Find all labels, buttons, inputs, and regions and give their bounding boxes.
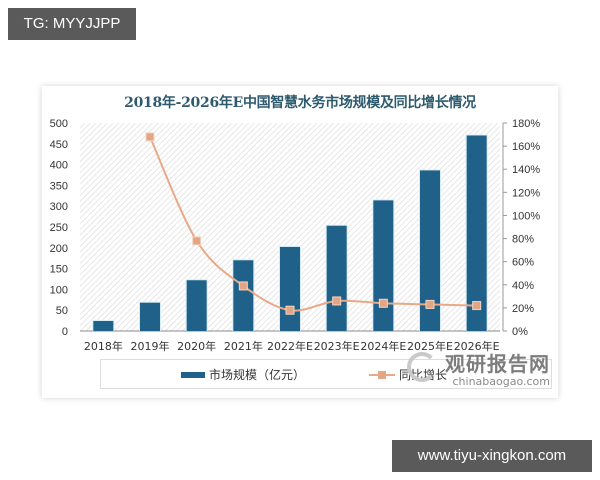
y2-tick-label: 80% xyxy=(512,234,534,246)
bar-market-size xyxy=(233,260,254,331)
top-tag: TG: MYYJJPP xyxy=(8,8,136,40)
growth-marker xyxy=(425,299,435,309)
y-tick-label: 400 xyxy=(50,160,68,172)
x-tick-label: 2026年E xyxy=(454,339,500,353)
y-tick-label: 0 xyxy=(62,326,68,338)
bar-market-size xyxy=(420,170,440,331)
bar-market-size xyxy=(140,302,160,331)
y2-tick-label: 60% xyxy=(512,257,534,269)
y-tick-label: 500 xyxy=(50,118,68,130)
x-tick-label: 2023年E xyxy=(314,339,360,353)
bar-market-size xyxy=(373,200,394,331)
x-tick-label: 2024年E xyxy=(360,339,406,353)
y-tick-label: 450 xyxy=(50,139,68,151)
watermark: 观研报告网 chinabaogao.com xyxy=(407,348,550,388)
y-tick-label: 200 xyxy=(50,243,68,255)
y-tick-label: 100 xyxy=(50,284,68,296)
x-tick-label: 2025年E xyxy=(407,339,453,353)
growth-marker xyxy=(472,301,482,311)
y2-tick-label: 120% xyxy=(512,187,540,199)
growth-marker xyxy=(378,298,388,308)
legend-item-market-size: 市场规模（亿元） xyxy=(181,366,305,383)
chart-legend: 市场规模（亿元） 同比增长 xyxy=(100,359,552,389)
y2-tick-label: 140% xyxy=(512,164,540,176)
chart-title: 2018年-2026年E中国智慧水务市场规模及同比增长情况 xyxy=(124,95,476,111)
chart-card: 2018年-2026年E中国智慧水务市场规模及同比增长情况 0 50 100 150 2… xyxy=(42,86,558,398)
bar-market-size xyxy=(466,135,487,331)
y2-tick-label: 40% xyxy=(512,280,534,292)
x-tick-label: 2019年 xyxy=(131,339,170,353)
bar-market-size xyxy=(186,280,207,331)
y-tick-label: 150 xyxy=(50,264,68,276)
y2-tick-label: 160% xyxy=(512,141,540,153)
growth-marker xyxy=(238,281,248,291)
bar-market-size xyxy=(93,321,114,331)
growth-marker xyxy=(285,305,295,315)
x-tick-label: 2018年 xyxy=(84,339,123,353)
bar-market-size xyxy=(326,225,347,331)
x-tick-label: 2021年 xyxy=(224,339,263,353)
y-tick-label: 50 xyxy=(56,305,68,317)
x-tick-label: 2020年 xyxy=(177,339,216,353)
chart-plot: 0 50 100 150 200 250 300 350 400 450 500 0% 20% 40% 60… xyxy=(50,118,541,353)
growth-marker xyxy=(145,132,155,142)
x-tick-label: 2022年E xyxy=(267,339,313,353)
y-tick-label: 300 xyxy=(50,201,68,213)
growth-marker xyxy=(332,296,342,306)
y2-tick-label: 0% xyxy=(512,326,528,338)
y2-tick-label: 100% xyxy=(512,210,540,222)
growth-marker xyxy=(192,236,202,246)
bar-swatch-icon xyxy=(181,371,205,378)
y-tick-label: 350 xyxy=(50,180,68,192)
bottom-tag: www.tiyu-xingkon.com xyxy=(392,440,592,472)
watermark-logo-icon xyxy=(407,352,437,382)
y2-tick-label: 20% xyxy=(512,303,534,315)
line-marker-swatch-icon xyxy=(369,370,395,379)
y2-tick-label: 180% xyxy=(512,118,540,130)
bar-market-size xyxy=(280,246,300,331)
y-tick-label: 250 xyxy=(50,222,68,234)
